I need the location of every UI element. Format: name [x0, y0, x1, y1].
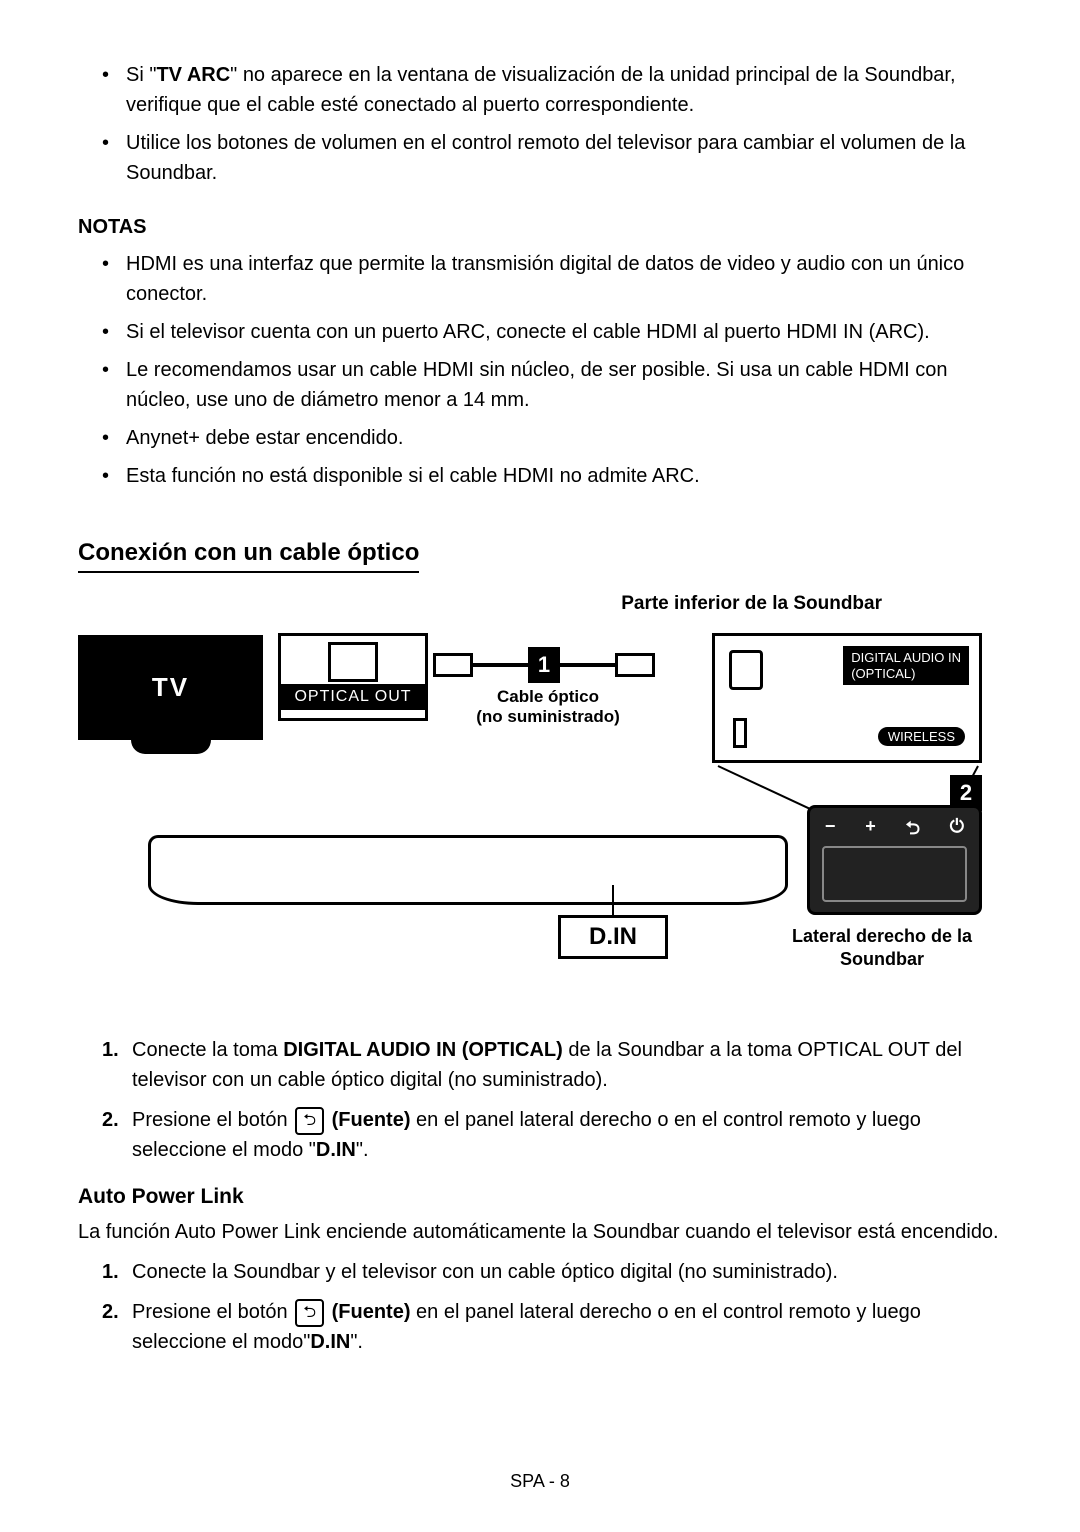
wireless-port-icon: [733, 718, 747, 748]
autopower-step-2: Presione el botón ⮌ (Fuente) en el panel…: [102, 1297, 1002, 1357]
text: Si ": [126, 64, 156, 86]
tv-icon: TV: [78, 635, 263, 765]
nota-5: Esta función no está disponible si el ca…: [126, 461, 1002, 491]
cable-label-1: Cable óptico: [458, 687, 638, 707]
wireless-label: WIRELESS: [878, 727, 965, 746]
source-icon: ⮌: [906, 816, 920, 846]
bold-text: DIGITAL AUDIO IN (OPTICAL): [283, 1039, 563, 1061]
side-panel-label: Lateral derecho de la Soundbar: [762, 925, 1002, 972]
autopower-steps: Conecte la Soundbar y el televisor con u…: [78, 1257, 1002, 1357]
autopower-heading: Auto Power Link: [78, 1185, 1002, 1209]
text: Presione el botón: [132, 1109, 293, 1131]
soundbar-side-panel: − + ⮌ ⏻: [807, 805, 982, 915]
diagram-top-label: Parte inferior de la Soundbar: [78, 593, 1002, 615]
text: " no aparece en la ventana de visualizac…: [126, 64, 956, 116]
optical-out-label: OPTICAL OUT: [281, 684, 425, 710]
soundbar-icon: [148, 835, 788, 905]
bold-text: (Fuente): [326, 1301, 410, 1323]
tv-label: TV: [152, 672, 189, 703]
optical-in-port-icon: [729, 650, 763, 690]
power-icon: ⏻: [950, 816, 964, 846]
cable-connector-right: [615, 653, 655, 677]
cable-line-1: [473, 663, 528, 667]
connection-steps: Conecte la toma DIGITAL AUDIO IN (OPTICA…: [78, 1035, 1002, 1165]
text: Presione el botón: [132, 1301, 293, 1323]
nota-2: Si el televisor cuenta con un puerto ARC…: [126, 317, 1002, 347]
din-connector-line: [612, 885, 614, 915]
label-line2: (OPTICAL): [851, 666, 961, 682]
text: ".: [356, 1139, 369, 1161]
bold-text: (Fuente): [326, 1109, 410, 1131]
din-badge: D.IN: [558, 915, 668, 959]
digital-audio-in-label: DIGITAL AUDIO IN (OPTICAL): [843, 646, 969, 685]
section-heading: Conexión con un cable óptico: [78, 539, 419, 573]
nota-3: Le recomendamos usar un cable HDMI sin n…: [126, 355, 1002, 415]
cable-line-2: [560, 663, 615, 667]
label-line2: Soundbar: [762, 948, 1002, 971]
intro-bullets: Si "TV ARC" no aparece en la ventana de …: [78, 60, 1002, 188]
bold-text: D.IN: [310, 1331, 350, 1353]
side-buttons-row: − + ⮌ ⏻: [810, 816, 979, 846]
cable-label-2: (no suministrado): [458, 707, 638, 727]
notas-list: HDMI es una interfaz que permite la tran…: [78, 249, 1002, 491]
volume-up-icon: +: [865, 816, 876, 846]
volume-down-icon: −: [825, 816, 836, 846]
cable-label: Cable óptico (no suministrado): [458, 687, 638, 727]
step-2: Presione el botón ⮌ (Fuente) en el panel…: [102, 1105, 1002, 1165]
soundbar-ports-panel: DIGITAL AUDIO IN (OPTICAL) WIRELESS: [712, 633, 982, 763]
step-badge-1: 1: [528, 647, 560, 683]
label-line1: Lateral derecho de la: [762, 925, 1002, 948]
source-button-icon: ⮌: [295, 1107, 324, 1135]
side-panel-inner: [822, 846, 967, 902]
connection-diagram: TV OPTICAL OUT 1 Cable óptico (no sumini…: [78, 625, 1002, 1005]
nota-1: HDMI es una interfaz que permite la tran…: [126, 249, 1002, 309]
cable-connector-left: [433, 653, 473, 677]
nota-4: Anynet+ debe estar encendido.: [126, 423, 1002, 453]
bold-text: TV ARC: [156, 64, 230, 86]
source-button-icon: ⮌: [295, 1299, 324, 1327]
page-footer: SPA - 8: [0, 1471, 1080, 1492]
intro-bullet-2: Utilice los botones de volumen en el con…: [126, 128, 1002, 188]
autopower-description: La función Auto Power Link enciende auto…: [78, 1217, 1002, 1247]
notas-heading: NOTAS: [78, 216, 1002, 239]
optical-out-port: OPTICAL OUT: [278, 633, 428, 721]
intro-bullet-1: Si "TV ARC" no aparece en la ventana de …: [126, 60, 1002, 120]
label-line1: DIGITAL AUDIO IN: [851, 650, 961, 666]
text: Conecte la toma: [132, 1039, 283, 1061]
text: ".: [350, 1331, 363, 1353]
autopower-step-1: Conecte la Soundbar y el televisor con u…: [102, 1257, 1002, 1287]
bold-text: D.IN: [316, 1139, 356, 1161]
step-1: Conecte la toma DIGITAL AUDIO IN (OPTICA…: [102, 1035, 1002, 1095]
